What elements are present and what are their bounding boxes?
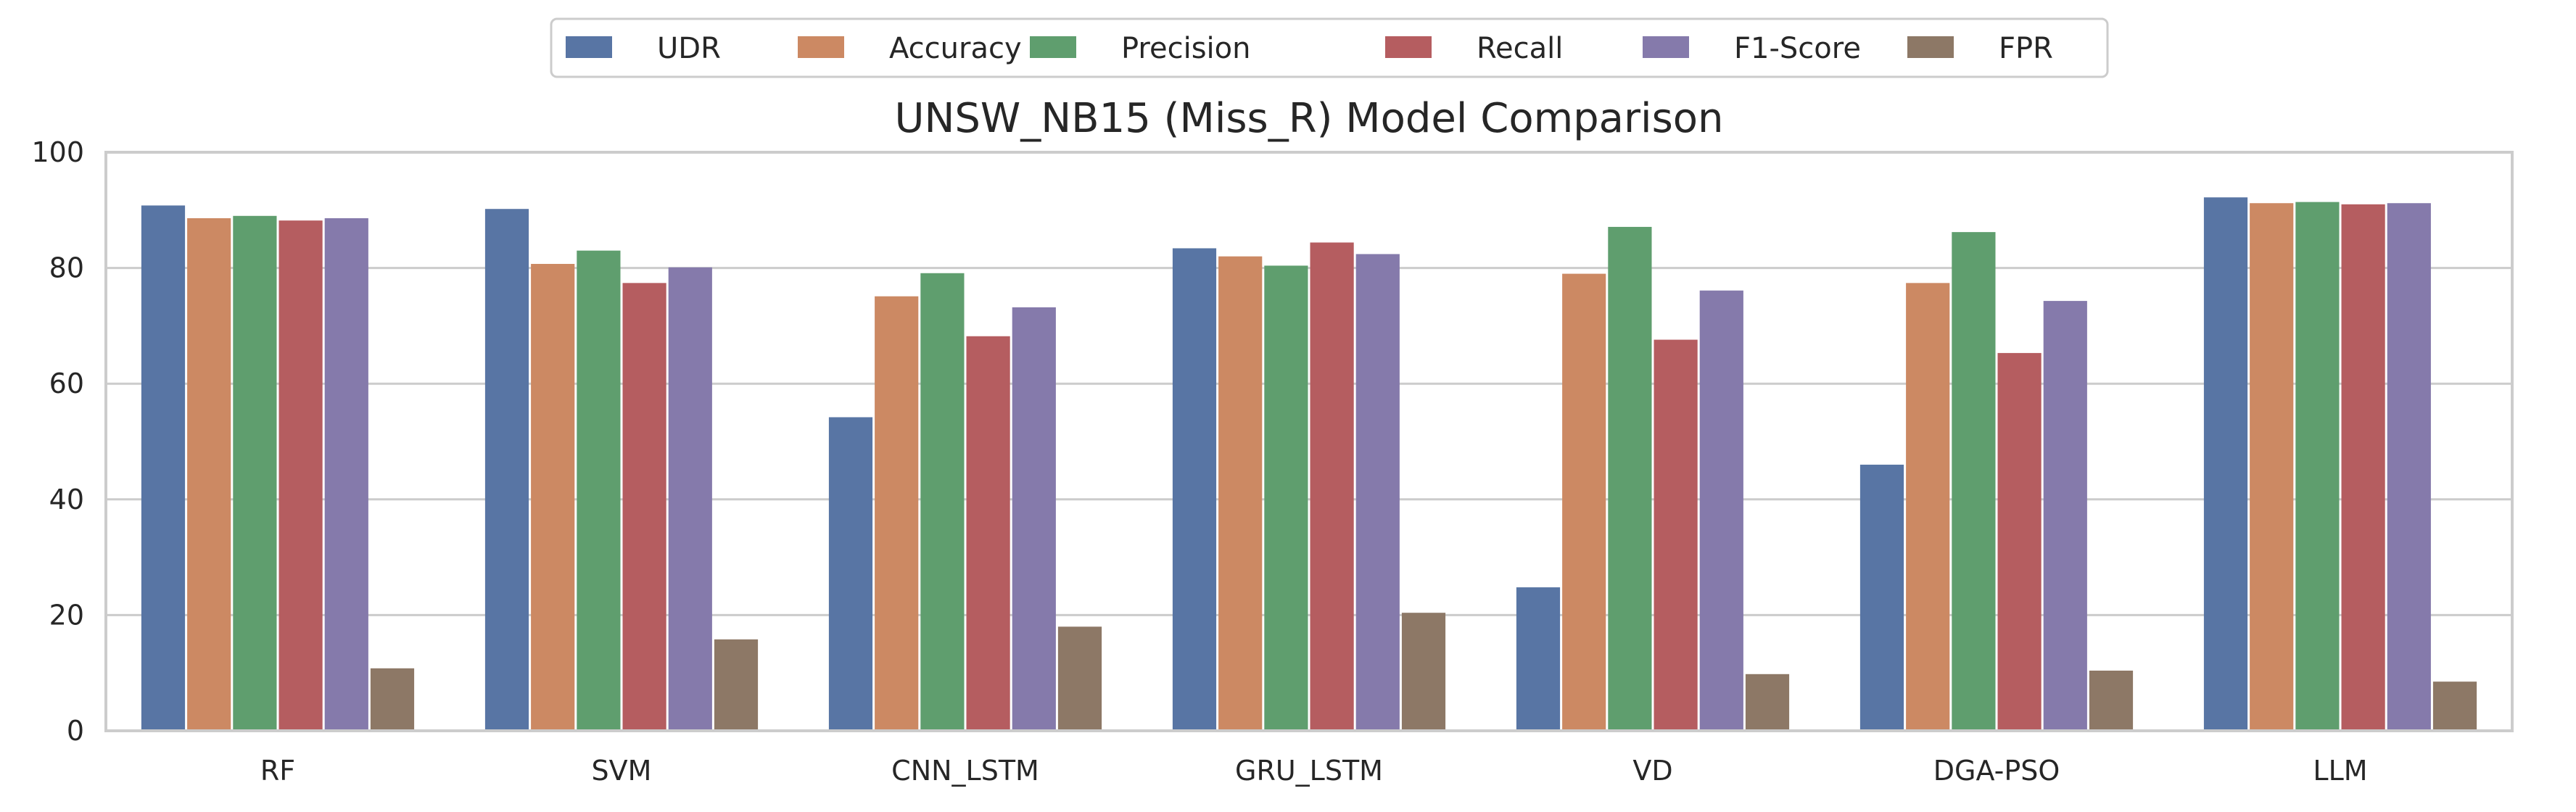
bar-svm-recall <box>622 283 666 731</box>
legend-label: Precision <box>1121 32 1250 65</box>
legend-label: F1-Score <box>1734 32 1861 65</box>
bar-dga-pso-accuracy <box>1906 283 1950 731</box>
bar-dga-pso-recall <box>1997 352 2042 731</box>
bar-llm-precision <box>2295 202 2340 731</box>
bar-cnn-lstm-udr <box>828 417 873 731</box>
bar-dga-pso-udr <box>1859 464 1904 731</box>
y-tick-label: 0 <box>67 715 84 747</box>
bar-svm-accuracy <box>531 264 575 731</box>
bar-rf-recall <box>278 220 323 731</box>
legend-swatch-accuracy <box>798 36 844 58</box>
bars <box>141 197 2477 732</box>
y-tick-label: 100 <box>31 136 84 168</box>
bar-gru-lstm-recall <box>1310 242 1354 731</box>
bar-rf-udr <box>141 205 186 731</box>
legend-swatch-recall <box>1385 36 1432 58</box>
bar-cnn-lstm-fpr <box>1057 626 1102 731</box>
y-tick-label: 40 <box>49 484 84 515</box>
bar-vd-fpr <box>1745 674 1790 731</box>
bar-vd-recall <box>1654 339 1698 731</box>
legend: UDR Accuracy Precision Recall F1-Score FPR <box>550 17 2109 78</box>
bar-cnn-lstm-f1-score <box>1012 307 1056 731</box>
bar-cnn-lstm-precision <box>920 273 965 732</box>
bar-cnn-lstm-accuracy <box>875 296 919 731</box>
chart-title: UNSW_NB15 (Miss_R) Model Comparison <box>894 95 1723 142</box>
bar-gru-lstm-f1-score <box>1355 254 1400 731</box>
bar-vd-f1-score <box>1699 290 1743 731</box>
x-tick-label: SVM <box>592 755 652 787</box>
legend-swatch-f1-score <box>1643 36 1689 58</box>
legend-label: UDR <box>657 32 721 65</box>
x-tick-label: GRU_LSTM <box>1235 755 1383 787</box>
legend-label: FPR <box>1999 32 2053 65</box>
x-tick-label: DGA-PSO <box>1933 755 2060 787</box>
bar-rf-precision <box>233 215 277 731</box>
plot-frame <box>104 151 2514 732</box>
bar-cnn-lstm-recall <box>966 336 1010 731</box>
bar-rf-fpr <box>370 668 415 731</box>
bar-vd-precision <box>1608 226 1652 731</box>
legend-label: Recall <box>1477 32 1563 65</box>
bar-gru-lstm-precision <box>1264 265 1308 732</box>
x-tick-label: RF <box>260 755 295 787</box>
x-tick-labels: RF SVM CNN_LSTM GRU_LSTM VD DGA-PSO LLM <box>260 755 2368 787</box>
bar-llm-accuracy <box>2250 203 2294 731</box>
bar-svm-f1-score <box>668 267 712 731</box>
bar-svm-udr <box>484 209 529 732</box>
bar-llm-f1-score <box>2387 203 2431 731</box>
legend-swatch-fpr <box>1907 36 1954 58</box>
y-tick-label: 20 <box>49 599 84 631</box>
bar-gru-lstm-accuracy <box>1218 256 1263 731</box>
bar-llm-udr <box>2203 197 2248 731</box>
grid-lines <box>106 151 2512 732</box>
bar-gru-lstm-udr <box>1172 248 1217 731</box>
bar-rf-f1-score <box>324 218 368 731</box>
y-tick-label: 80 <box>49 252 84 284</box>
bar-vd-udr <box>1516 587 1561 731</box>
x-tick-label: LLM <box>2313 755 2367 787</box>
x-tick-label: CNN_LSTM <box>891 755 1039 787</box>
legend-label: Accuracy <box>889 32 1022 65</box>
bar-svm-precision <box>577 250 621 731</box>
bar-rf-accuracy <box>187 218 231 731</box>
y-tick-label: 60 <box>49 368 84 399</box>
legend-swatch-udr <box>566 36 612 58</box>
y-tick-labels: 0 20 40 60 80 100 <box>31 136 84 747</box>
legend-swatch-precision <box>1030 36 1076 58</box>
legend-box <box>550 17 2109 78</box>
bar-dga-pso-f1-score <box>2043 301 2087 731</box>
bar-svm-fpr <box>714 639 759 731</box>
bar-dga-pso-fpr <box>2089 671 2134 731</box>
bar-gru-lstm-fpr <box>1401 613 1446 731</box>
x-tick-label: VD <box>1632 755 1672 787</box>
bar-llm-fpr <box>2432 682 2477 731</box>
bar-vd-accuracy <box>1562 273 1606 732</box>
bar-dga-pso-precision <box>1952 232 1996 731</box>
bar-llm-recall <box>2341 204 2385 731</box>
